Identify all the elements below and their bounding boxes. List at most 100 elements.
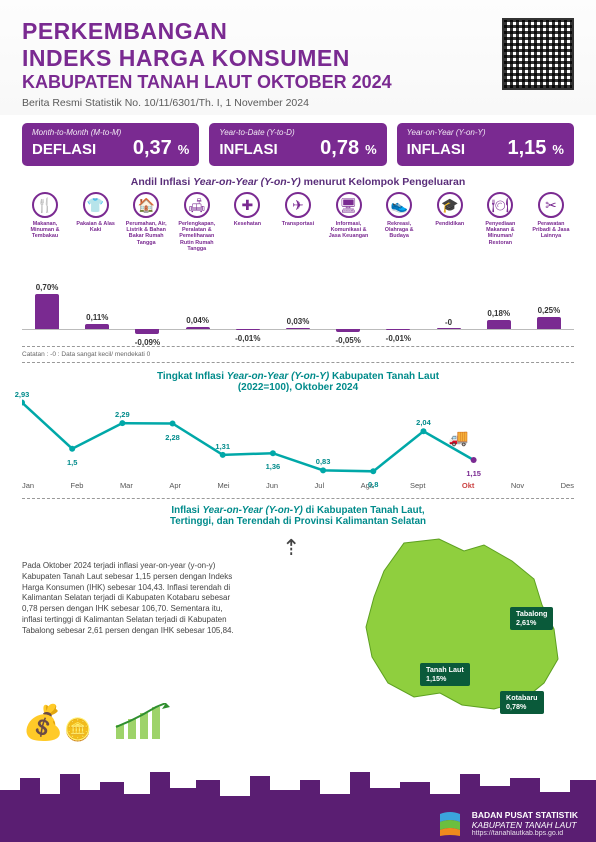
month-label: Nov: [511, 481, 524, 490]
category-icon: ✚: [234, 192, 260, 218]
category-icon: 🍴: [32, 192, 58, 218]
category-icon: 🛋: [184, 192, 210, 218]
coins-icon: 💰 🪙: [22, 703, 92, 743]
metric-box: Month-to-Month (M-to-M) DEFLASI 0,37 %: [22, 123, 199, 166]
metric-value: 1,15: [507, 137, 546, 160]
growth-chart-icon: [112, 703, 170, 741]
line-title-part: Tingkat Inflasi: [157, 371, 227, 382]
month-label: Des: [561, 481, 574, 490]
metric-box: Year-to-Date (Y-to-D) INFLASI 0,78 %: [209, 123, 386, 166]
category-icon: 🖥: [336, 192, 362, 218]
category-label: Perumahan, Air, Listrik & Bahan Bakar Ru…: [123, 221, 169, 246]
cat-title-italic: Year-on-Year (Y-on-Y): [193, 176, 301, 188]
category-label: Makanan, Minuman & Tembakau: [22, 221, 68, 240]
category-label: Penyediaan Makanan & Minuman/ Restoran: [477, 221, 523, 246]
category-icon: ✈: [285, 192, 311, 218]
title-line-2: INDEKS HARGA KONSUMEN: [22, 45, 574, 72]
line-chart-title: Tingkat Inflasi Year-on-Year (Y-on-Y) Ka…: [22, 371, 574, 393]
footer-url: https://tanahlautkab.bps.go.id: [472, 830, 578, 838]
line-point-label: 2,28: [165, 433, 180, 442]
category-label: Informasi, Komunikasi & Jasa Keuangan: [326, 221, 372, 240]
truck-icon: 🚚: [449, 428, 469, 448]
bar-chart: 0,70% 0,11% -0,09%0,04% -0,01%0,03% -0,0…: [22, 258, 574, 330]
map-paragraph: Pada Oktober 2024 terjadi inflasi year-o…: [22, 561, 242, 637]
map-badge: Tanah Laut1,15%: [420, 663, 470, 686]
category-item: 🎓 Pendidikan: [427, 192, 473, 252]
metric-value: 0,78: [320, 137, 359, 160]
metric-label: INFLASI: [407, 141, 465, 158]
subtitle: Berita Resmi Statistik No. 10/11/6301/Th…: [22, 97, 574, 109]
cat-title-part: menurut Kelompok Pengeluaran: [301, 176, 466, 188]
month-label: Jun: [266, 481, 278, 490]
metric-row: Month-to-Month (M-to-M) DEFLASI 0,37 % Y…: [0, 115, 596, 170]
metric-box: Year-on-Year (Y-on-Y) INFLASI 1,15 %: [397, 123, 574, 166]
metric-period: Year-to-Date (Y-to-D): [219, 128, 376, 137]
bar-column: 0,03%: [286, 328, 310, 330]
map-title-part: di Kabupaten Tanah Laut,: [303, 505, 425, 516]
month-label: Okt: [462, 481, 475, 490]
category-icon: 👟: [386, 192, 412, 218]
category-label: Transportasi: [282, 221, 314, 227]
category-item: 👟 Rekreasi, Olahraga & Budaya: [376, 192, 422, 252]
category-item: 👕 Pakaian & Alas Kaki: [73, 192, 119, 252]
category-icon: 🍽: [487, 192, 513, 218]
cat-title-part: Andil Inflasi: [131, 176, 193, 188]
line-point-label: 0,83: [316, 457, 331, 466]
month-label: Jul: [315, 481, 325, 490]
line-point-label: 2,93: [15, 390, 30, 399]
month-label: Feb: [71, 481, 84, 490]
bps-logo: [436, 810, 464, 838]
title-line-1: PERKEMBANGAN: [22, 18, 574, 45]
category-item: ✂ Perawatan Pribadi & Jasa Lainnya: [528, 192, 574, 252]
compass-icon: ⇡: [282, 535, 300, 561]
metric-period: Month-to-Month (M-to-M): [32, 128, 189, 137]
metric-period: Year-on-Year (Y-on-Y): [407, 128, 564, 137]
category-item: ✚ Kesehatan: [224, 192, 270, 252]
qr-code[interactable]: [502, 18, 574, 90]
page: PERKEMBANGAN INDEKS HARGA KONSUMEN KABUP…: [0, 0, 596, 842]
bar-column: 0,18%: [487, 320, 511, 329]
line-chart-x-axis: JanFebMarAprMeiJunJulAgsSeptOktNovDes: [22, 481, 574, 490]
category-label: Pendidikan: [435, 221, 464, 227]
line-chart: 🚚 2,931,52,292,281,311,360,830,82,041,15: [22, 397, 574, 481]
line-point-label: 1,31: [215, 442, 230, 451]
map-title-italic: Year-on-Year (Y-on-Y): [202, 505, 302, 516]
bar-column: 0,11%: [85, 324, 109, 330]
category-icon: 🏠: [133, 192, 159, 218]
month-label: Apr: [169, 481, 181, 490]
metric-pct: %: [365, 142, 377, 157]
map-badge: Tabalong2,61%: [510, 607, 553, 630]
bar-column: 0,04%: [186, 327, 210, 329]
category-label: Perawatan Pribadi & Jasa Lainnya: [528, 221, 574, 240]
footer-org2: KABUPATEN TANAH LAUT: [472, 820, 578, 830]
divider: [22, 498, 574, 499]
line-point-label: 0,8: [368, 480, 378, 489]
header: PERKEMBANGAN INDEKS HARGA KONSUMEN KABUP…: [0, 0, 596, 115]
category-item: 🍽 Penyediaan Makanan & Minuman/ Restoran: [477, 192, 523, 252]
title-line-3: KABUPATEN TANAH LAUT OKTOBER 2024: [22, 72, 574, 93]
line-title-sub: (2022=100), Oktober 2024: [238, 382, 358, 393]
footer-org1: BADAN PUSAT STATISTIK: [472, 810, 578, 820]
category-label: Pakaian & Alas Kaki: [73, 221, 119, 233]
footer: BADAN PUSAT STATISTIK KABUPATEN TANAH LA…: [0, 806, 596, 842]
metric-value: 0,37: [133, 137, 172, 160]
metric-label: DEFLASI: [32, 141, 96, 158]
category-icon: 👕: [83, 192, 109, 218]
category-item: 🏠 Perumahan, Air, Listrik & Bahan Bakar …: [123, 192, 169, 252]
category-label: Kesehatan: [234, 221, 261, 227]
line-title-part: Kabupaten Tanah Laut: [329, 371, 439, 382]
line-point-label: 1,36: [266, 462, 281, 471]
line-point-label: 1,15: [466, 469, 481, 478]
map-title-part: Inflasi: [171, 505, 202, 516]
category-item: ✈ Transportasi: [275, 192, 321, 252]
category-icon: 🎓: [437, 192, 463, 218]
metric-pct: %: [178, 142, 190, 157]
category-label: Rekreasi, Olahraga & Budaya: [376, 221, 422, 240]
category-item: 🍴 Makanan, Minuman & Tembakau: [22, 192, 68, 252]
map-title: Inflasi Year-on-Year (Y-on-Y) di Kabupat…: [22, 505, 574, 527]
metric-label: INFLASI: [219, 141, 277, 158]
skyline-silhouette: [0, 766, 596, 806]
category-icon: ✂: [538, 192, 564, 218]
line-point-label: 2,29: [115, 410, 130, 419]
month-label: Jan: [22, 481, 34, 490]
